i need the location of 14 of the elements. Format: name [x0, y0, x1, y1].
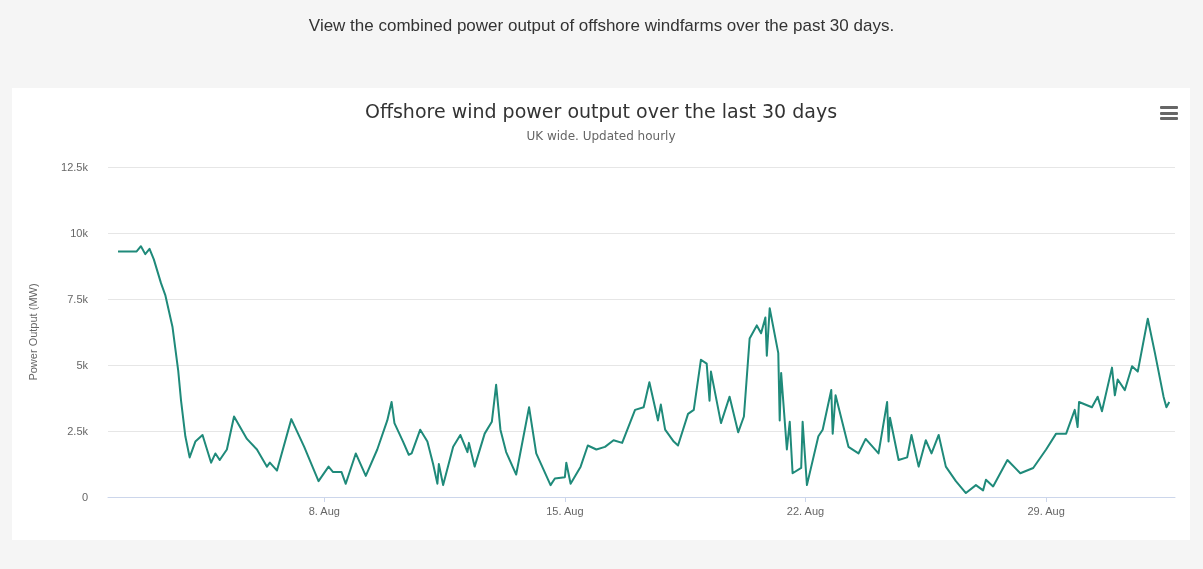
text: View the combined power output of offshore windfarms over the past 30 days.: [307, 16, 896, 36]
y-tick-label: 2.5k: [67, 425, 89, 437]
x-tick-label: 22. Aug: [786, 504, 825, 517]
x-tick-label: 8. Aug: [308, 504, 340, 517]
y-tick-label: 10k: [70, 227, 89, 239]
chart-title: Offshore wind power output over the last 30 days: [364, 99, 838, 122]
chart-subtitle: UK wide. Updated hourly: [526, 129, 676, 143]
y-tick-label: 0: [81, 491, 88, 503]
y-tick-label: 5k: [76, 359, 89, 371]
y-tick-label: 7.5k: [67, 293, 89, 305]
x-tick-label: 15. Aug: [546, 504, 584, 517]
x-tick-label: 29. Aug: [1027, 504, 1065, 517]
y-axis-title: Power Output (MW): [26, 283, 39, 381]
y-tick-label: 12.5k: [61, 161, 89, 173]
